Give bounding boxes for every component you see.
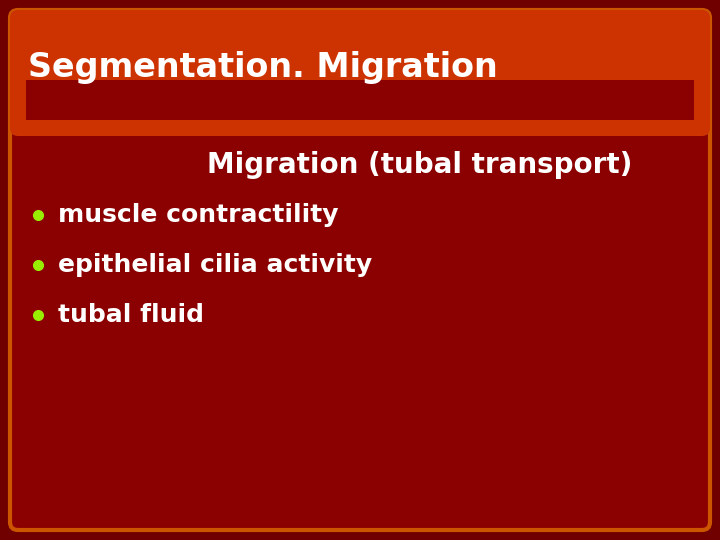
Text: tubal fluid: tubal fluid xyxy=(58,303,204,327)
Text: muscle contractility: muscle contractility xyxy=(58,203,338,227)
FancyBboxPatch shape xyxy=(10,10,710,136)
Text: epithelial cilia activity: epithelial cilia activity xyxy=(58,253,372,277)
Bar xyxy=(26,80,694,120)
Text: Segmentation. Migration: Segmentation. Migration xyxy=(28,51,498,84)
Text: Migration (tubal transport): Migration (tubal transport) xyxy=(207,151,633,179)
FancyBboxPatch shape xyxy=(10,10,710,530)
